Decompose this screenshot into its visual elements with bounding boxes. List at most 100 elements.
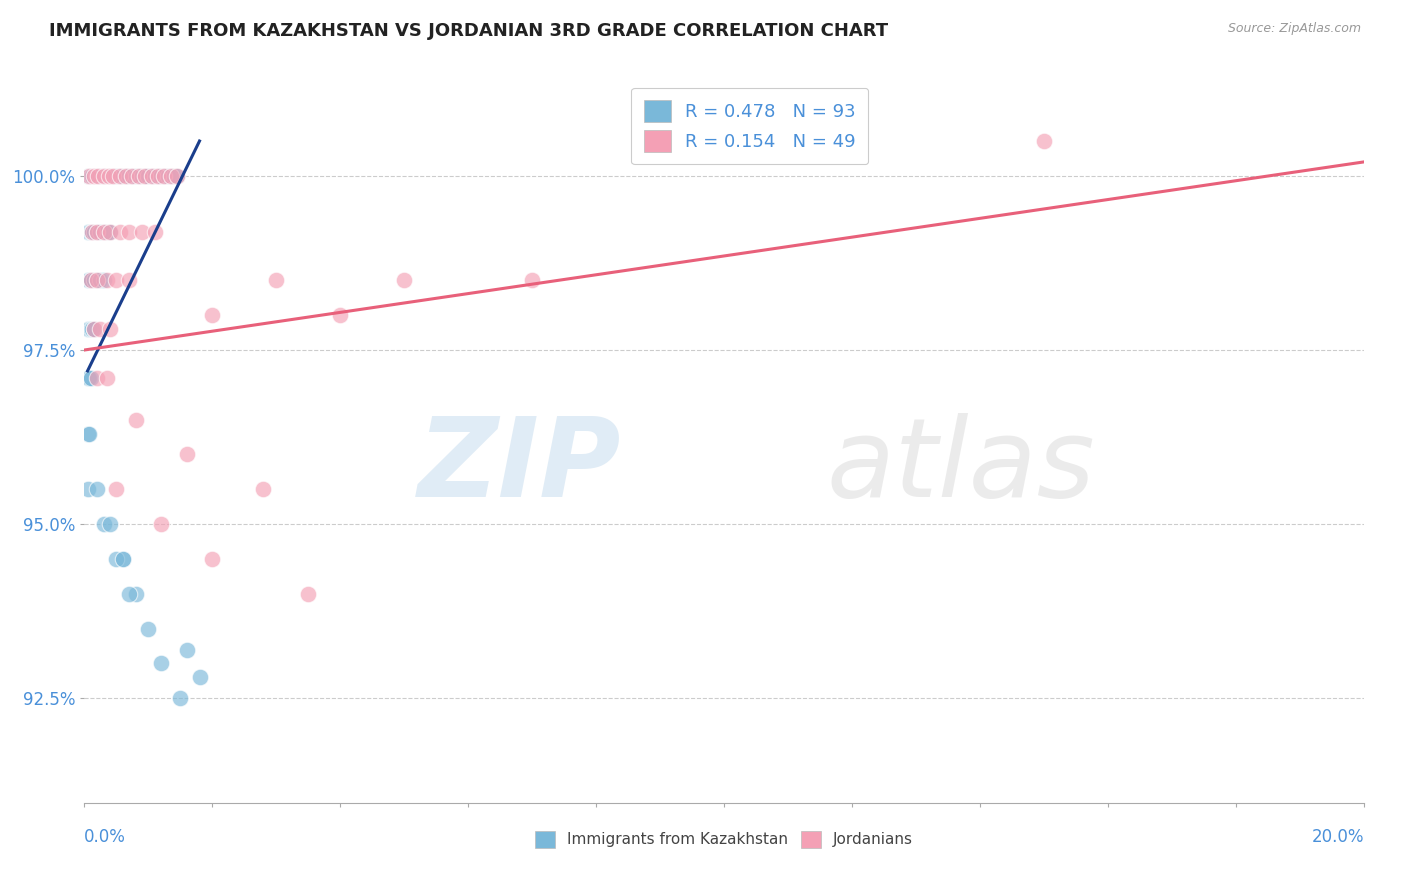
Point [107, 169, 129, 183]
Point [80, 371, 103, 385]
Point [83, 322, 105, 336]
Point [76, 273, 98, 287]
Point [83, 273, 105, 287]
Point [101, 169, 124, 183]
Point [80, 273, 103, 287]
Point [166, 169, 188, 183]
Point [101, 169, 124, 183]
Point [163, 169, 186, 183]
Point [159, 169, 181, 183]
Point [138, 622, 160, 636]
Point [84, 169, 107, 183]
Point [83, 225, 105, 239]
Point [153, 169, 176, 183]
Point [96, 371, 118, 385]
Point [98, 169, 121, 183]
Point [76, 169, 98, 183]
Text: ZIP: ZIP [418, 413, 621, 520]
Point [522, 273, 544, 287]
Point [83, 169, 105, 183]
Point [105, 483, 128, 497]
Point [143, 225, 166, 239]
Legend: Immigrants from Kazakhstan, Jordanians: Immigrants from Kazakhstan, Jordanians [529, 825, 920, 854]
Point [104, 169, 127, 183]
Point [150, 169, 173, 183]
Point [124, 587, 146, 601]
Point [79, 426, 101, 441]
Point [79, 273, 101, 287]
Point [76, 322, 98, 336]
Point [89, 225, 111, 239]
Point [264, 273, 288, 287]
Point [105, 552, 128, 566]
Point [97, 169, 120, 183]
Point [329, 308, 352, 322]
Point [76, 225, 98, 239]
Point [143, 169, 166, 183]
Point [80, 169, 103, 183]
Point [96, 273, 118, 287]
Point [121, 169, 143, 183]
Point [79, 371, 101, 385]
Point [93, 273, 115, 287]
Point [80, 322, 103, 336]
Point [141, 169, 163, 183]
Point [118, 273, 141, 287]
Point [93, 169, 115, 183]
Point [394, 273, 416, 287]
Point [156, 169, 179, 183]
Point [146, 169, 169, 183]
Point [111, 169, 134, 183]
Point [86, 169, 108, 183]
Point [98, 322, 121, 336]
Point [118, 587, 141, 601]
Text: Source: ZipAtlas.com: Source: ZipAtlas.com [1227, 22, 1361, 36]
Point [100, 169, 122, 183]
Point [176, 642, 198, 657]
Point [86, 371, 108, 385]
Point [93, 225, 115, 239]
Point [131, 169, 153, 183]
Point [86, 225, 108, 239]
Point [105, 169, 128, 183]
Point [83, 169, 105, 183]
Point [87, 169, 110, 183]
Point [115, 169, 138, 183]
Point [89, 169, 111, 183]
Point [110, 169, 132, 183]
Point [115, 169, 138, 183]
Point [108, 225, 131, 239]
Point [93, 169, 115, 183]
Point [134, 169, 156, 183]
Point [201, 552, 224, 566]
Point [94, 169, 117, 183]
Point [252, 483, 274, 497]
Point [98, 225, 121, 239]
Point [176, 448, 198, 462]
Point [83, 322, 105, 336]
Point [96, 169, 118, 183]
Point [150, 517, 173, 532]
Point [141, 169, 163, 183]
Point [89, 273, 111, 287]
Point [89, 322, 111, 336]
Point [105, 273, 128, 287]
Point [108, 169, 131, 183]
Point [131, 225, 153, 239]
Point [128, 169, 150, 183]
Point [87, 169, 110, 183]
Point [91, 169, 114, 183]
Point [128, 169, 150, 183]
Point [166, 169, 188, 183]
Point [93, 517, 115, 532]
Point [108, 169, 131, 183]
Point [98, 225, 121, 239]
Point [79, 322, 101, 336]
Point [80, 169, 103, 183]
Point [297, 587, 319, 601]
Point [98, 517, 121, 532]
Point [86, 273, 108, 287]
Point [159, 169, 181, 183]
Point [188, 670, 211, 684]
Text: IMMIGRANTS FROM KAZAKHSTAN VS JORDANIAN 3RD GRADE CORRELATION CHART: IMMIGRANTS FROM KAZAKHSTAN VS JORDANIAN … [49, 22, 889, 40]
